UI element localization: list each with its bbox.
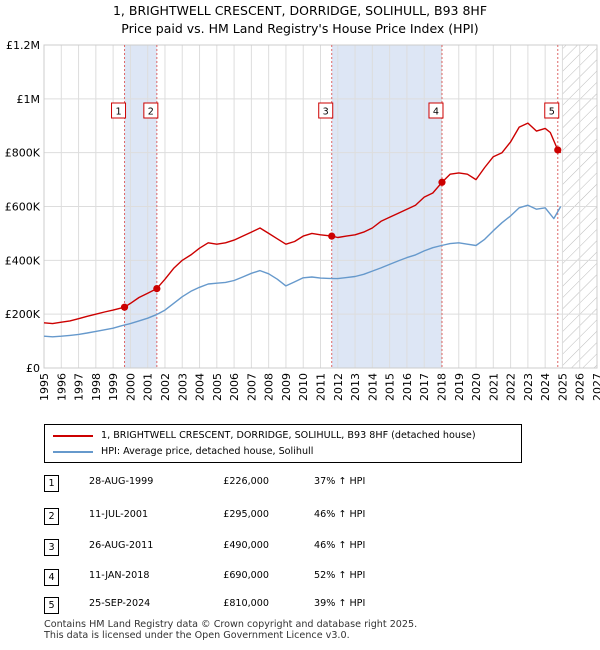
sale-point [328, 232, 336, 240]
x-tick-label: 2020 [470, 373, 483, 401]
sale-point [554, 146, 562, 154]
chart-title: 1, BRIGHTWELL CRESCENT, DORRIDGE, SOLIHU… [0, 2, 600, 38]
y-tick-label: £1M [17, 93, 41, 106]
x-tick-label: 1995 [38, 373, 51, 401]
legend: 1, BRIGHTWELL CRESCENT, DORRIDGE, SOLIHU… [44, 424, 522, 463]
sale-hpi-change: 52% ↑ HPI [314, 570, 366, 581]
x-tick-label: 2007 [245, 373, 258, 401]
x-tick-label: 1997 [73, 373, 86, 401]
footer-line-2: This data is licensed under the Open Gov… [44, 630, 350, 641]
x-tick-label: 2011 [315, 373, 328, 401]
sale-price: £690,000 [223, 570, 269, 581]
sale-point [438, 178, 446, 186]
legend-label-property: 1, BRIGHTWELL CRESCENT, DORRIDGE, SOLIHU… [101, 430, 476, 441]
sale-price: £226,000 [223, 476, 269, 487]
sale-point [153, 284, 161, 293]
y-tick-label: £0 [26, 362, 40, 375]
x-tick-label: 2022 [505, 373, 518, 401]
x-tick-label: 2010 [297, 373, 310, 401]
y-tick-label: £200K [5, 308, 41, 321]
sale-date: 11-JUL-2001 [89, 509, 149, 520]
price-chart: 1 2 3 4 5 £0 £200K £400K £600K £800K £1M £1.2M 1995 1… [5, 39, 600, 401]
x-tick-label: 2016 [401, 373, 414, 401]
sale-number-badge: 3 [44, 539, 59, 556]
property-series-line [43, 122, 562, 325]
title-subtitle: Price paid vs. HM Land Registry's House … [121, 21, 479, 36]
x-tick-label: 2004 [194, 373, 207, 401]
sale-date: 28-AUG-1999 [89, 476, 154, 487]
x-tick-label: 2027 [591, 373, 600, 401]
x-tick-label: 2024 [539, 373, 552, 401]
x-tick-label: 2003 [176, 373, 189, 401]
sale-label-box [111, 102, 127, 119]
sale-label-text: 5 [549, 107, 555, 118]
sale-label-text: 3 [323, 107, 329, 118]
x-tick-label: 2009 [280, 373, 293, 401]
y-tick-label: £1.2M [6, 39, 40, 52]
sale-number-badge: 4 [44, 569, 59, 586]
x-tick-label: 2008 [263, 373, 276, 401]
legend-swatch-hpi [53, 451, 93, 453]
x-tick-label: 2006 [228, 373, 241, 401]
x-tick-label: 2023 [522, 373, 535, 401]
x-tick-label: 2021 [487, 373, 500, 401]
sale-row: 2 11-JUL-2001 £295,000 46% ↑ HPI [44, 505, 464, 525]
x-tick-label: 1998 [90, 373, 103, 401]
x-tick-label: 1999 [107, 373, 120, 401]
sale-date: 11-JAN-2018 [89, 570, 150, 581]
x-tick-label: 2017 [418, 373, 431, 401]
x-tick-label: 2026 [574, 373, 587, 401]
x-tick-label: 2018 [435, 373, 448, 401]
sale-hpi-change: 46% ↑ HPI [314, 509, 366, 520]
y-tick-label: £400K [5, 254, 41, 267]
legend-label-hpi: HPI: Average price, detached house, Soli… [101, 446, 314, 457]
sale-date: 25-SEP-2024 [89, 598, 151, 609]
x-tick-label: 2025 [556, 373, 569, 401]
legend-swatch-property [53, 435, 93, 437]
x-tick-label: 2000 [124, 373, 137, 401]
x-tick-label: 1996 [55, 373, 68, 401]
x-tick-label: 2005 [211, 373, 224, 401]
hpi-series-line [43, 204, 562, 338]
title-address: 1, BRIGHTWELL CRESCENT, DORRIDGE, SOLIHU… [112, 3, 488, 18]
sale-label-box [143, 102, 159, 119]
x-tick-label: 2019 [453, 373, 466, 401]
sale-label-text: 2 [148, 107, 154, 118]
plot-border [43, 44, 598, 369]
sale-row: 3 26-AUG-2011 £490,000 46% ↑ HPI [44, 536, 464, 556]
sale-label-box [544, 102, 560, 119]
sale-row: 4 11-JAN-2018 £690,000 52% ↑ HPI [44, 566, 464, 586]
sale-point [120, 303, 129, 311]
y-tick-label: £800K [5, 147, 41, 160]
footer-line-1: Contains HM Land Registry data © Crown c… [44, 619, 418, 630]
sale-label-text: 1 [115, 107, 121, 118]
x-tick-label: 2001 [142, 373, 155, 401]
sale-number-badge: 2 [44, 508, 59, 525]
sale-label-text: 4 [433, 107, 439, 118]
sale-row: 5 25-SEP-2024 £810,000 39% ↑ HPI [44, 594, 464, 614]
sale-price: £295,000 [223, 509, 269, 520]
sale-number-badge: 1 [44, 475, 59, 492]
sale-number-badge: 5 [44, 597, 59, 614]
sale-row: 1 28-AUG-1999 £226,000 37% ↑ HPI [44, 472, 464, 492]
sale-price: £810,000 [223, 598, 269, 609]
sale-hpi-change: 39% ↑ HPI [314, 598, 366, 609]
sale-label-box [428, 102, 444, 119]
x-tick-label: 2014 [366, 373, 379, 401]
y-tick-label: £600K [5, 201, 41, 214]
sale-hpi-change: 46% ↑ HPI [314, 540, 366, 551]
sale-price: £490,000 [223, 540, 269, 551]
sale-label-box [318, 102, 334, 119]
sale-hpi-change: 37% ↑ HPI [314, 476, 366, 487]
sale-date: 26-AUG-2011 [89, 540, 154, 551]
x-tick-label: 2002 [159, 373, 172, 401]
x-tick-label: 2015 [384, 373, 397, 401]
footer-copyright: Contains HM Land Registry data © Crown c… [44, 619, 417, 641]
x-tick-label: 2013 [349, 373, 362, 401]
x-tick-label: 2012 [332, 373, 345, 401]
